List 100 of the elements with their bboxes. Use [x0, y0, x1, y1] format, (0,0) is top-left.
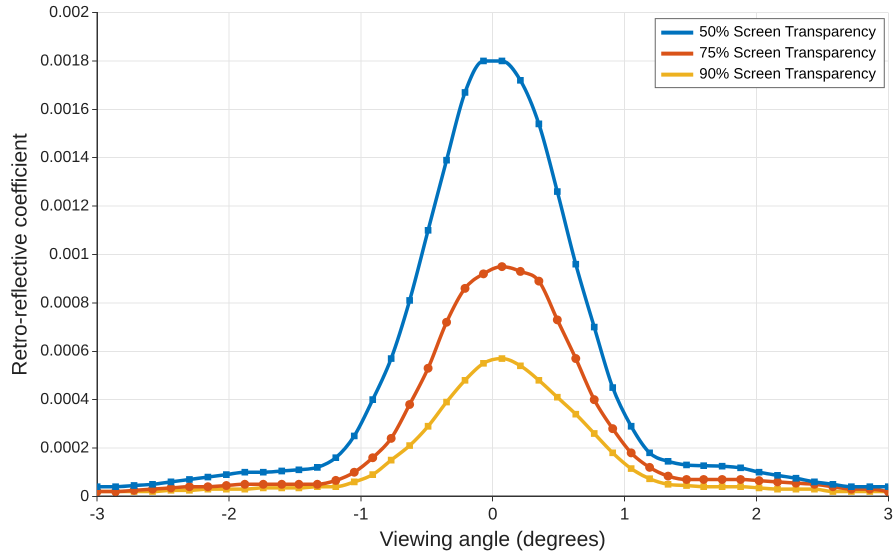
y-tick-label: 0.0008 — [40, 294, 90, 312]
y-tick-label: 0.002 — [49, 4, 90, 22]
point — [369, 396, 376, 403]
point — [590, 395, 599, 404]
point — [628, 465, 634, 472]
point — [866, 483, 874, 490]
x-tick-label: -1 — [353, 504, 368, 524]
legend-label: 75% Screen Transparency — [699, 44, 876, 62]
point — [552, 315, 562, 324]
point — [443, 398, 450, 406]
point — [277, 480, 286, 489]
y-tick-label: 0.0016 — [40, 100, 90, 118]
y-tick-label: 0.0002 — [40, 439, 90, 456]
point — [424, 364, 433, 373]
point — [736, 474, 746, 484]
point — [572, 410, 580, 418]
point — [332, 454, 340, 462]
point — [424, 226, 432, 234]
point — [590, 430, 598, 437]
point — [534, 276, 544, 286]
point — [517, 362, 524, 370]
point — [830, 480, 836, 488]
y-tick-label: 0.0012 — [40, 198, 90, 215]
point — [314, 464, 321, 471]
point — [294, 480, 304, 489]
point — [386, 434, 396, 443]
point — [222, 481, 231, 490]
point — [516, 266, 525, 276]
y-tick-label: 0.0006 — [40, 342, 90, 360]
point — [278, 468, 286, 474]
point — [424, 422, 432, 430]
y-tick-label: 0.0018 — [40, 52, 90, 70]
point — [258, 480, 268, 489]
x-tick-label: 3 — [884, 504, 894, 524]
point — [645, 462, 654, 472]
point — [130, 482, 138, 489]
point — [462, 376, 468, 384]
point — [186, 476, 193, 483]
point — [406, 442, 413, 449]
point — [626, 448, 636, 458]
point — [737, 483, 744, 490]
point — [792, 474, 800, 482]
point — [241, 468, 248, 476]
point — [350, 478, 358, 486]
point — [554, 188, 561, 195]
point — [112, 483, 119, 490]
point — [718, 483, 726, 490]
y-tick-label: 0.0014 — [40, 149, 90, 166]
point — [683, 482, 690, 489]
point — [240, 480, 250, 489]
point — [699, 474, 708, 484]
point — [405, 400, 414, 409]
point — [260, 468, 267, 476]
point — [700, 483, 708, 490]
point — [406, 297, 413, 304]
point — [442, 318, 452, 327]
y-axis-title: Retro-reflective coefficient — [8, 133, 32, 376]
point — [498, 58, 506, 64]
point — [168, 478, 174, 486]
point — [312, 480, 322, 489]
x-tick-label: -3 — [90, 504, 105, 524]
point — [536, 376, 542, 384]
point — [700, 462, 708, 470]
point — [590, 324, 598, 330]
x-tick-label: 0 — [488, 504, 498, 524]
point — [572, 260, 580, 268]
legend-label: 90% Screen Transparency — [699, 66, 876, 83]
x-tick-label: 1 — [620, 504, 630, 524]
point — [204, 474, 212, 480]
point — [498, 355, 506, 362]
point — [350, 468, 359, 477]
point — [350, 432, 358, 440]
x-tick-label: 2 — [752, 504, 762, 524]
point — [664, 472, 673, 481]
point — [682, 474, 692, 484]
point — [517, 77, 524, 84]
point — [628, 422, 634, 430]
y-tick-label: 0 — [80, 488, 90, 505]
point — [756, 484, 762, 492]
point — [608, 424, 618, 434]
point — [480, 58, 487, 64]
point — [480, 360, 487, 367]
point — [331, 476, 340, 485]
point — [203, 482, 212, 492]
point — [848, 483, 855, 490]
point — [609, 450, 616, 456]
point — [718, 474, 727, 484]
point — [368, 453, 378, 462]
point — [737, 464, 744, 472]
point — [149, 480, 156, 488]
point — [184, 482, 194, 492]
point — [296, 466, 302, 474]
x-tick-label: -2 — [221, 504, 237, 524]
point — [460, 284, 470, 293]
point — [443, 156, 450, 164]
point — [774, 486, 781, 492]
point — [646, 475, 653, 482]
point — [683, 462, 690, 468]
point — [462, 89, 468, 96]
point — [774, 472, 781, 479]
